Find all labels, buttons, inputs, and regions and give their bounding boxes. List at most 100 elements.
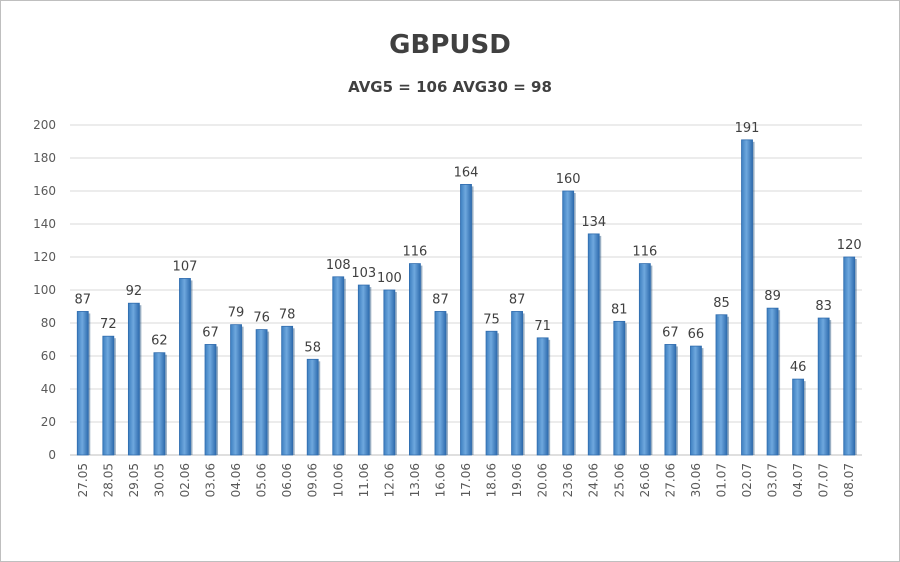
x-tick-label: 20.06 [536, 463, 550, 497]
x-tick-label: 13.06 [408, 463, 422, 497]
x-tick-label: 18.06 [485, 463, 499, 497]
data-label: 87 [75, 292, 92, 307]
x-tick-label: 02.06 [178, 463, 192, 497]
data-label: 76 [253, 311, 270, 326]
bar [613, 320, 626, 456]
x-tick-label: 29.05 [127, 463, 141, 497]
x-tick-label: 06.06 [280, 463, 294, 497]
data-label: 191 [735, 121, 760, 136]
y-tick-label: 60 [41, 349, 56, 363]
x-tick-label: 07.07 [817, 463, 831, 497]
data-label: 134 [581, 215, 606, 230]
data-label: 58 [304, 340, 321, 355]
x-tick-label: 30.06 [689, 463, 703, 497]
bar [460, 183, 472, 456]
data-label: 89 [764, 289, 781, 304]
bar [332, 276, 345, 456]
x-tick-label: 08.07 [842, 463, 856, 497]
bar [306, 358, 319, 456]
x-tick-label: 04.07 [791, 463, 805, 497]
y-tick-label: 100 [33, 283, 56, 297]
data-label: 164 [454, 165, 479, 180]
bar [536, 337, 549, 456]
data-label: 75 [483, 312, 500, 327]
data-label: 79 [228, 306, 245, 321]
chart-subtitle: AVG5 = 106 AVG30 = 98 [348, 78, 552, 96]
x-tick-label: 10.06 [331, 463, 345, 497]
data-label: 85 [713, 296, 730, 311]
bar [664, 344, 677, 456]
data-label: 46 [790, 360, 807, 375]
y-tick-label: 0 [48, 448, 56, 462]
data-label: 83 [815, 299, 832, 314]
data-label: 71 [534, 319, 551, 334]
bar [255, 329, 268, 456]
x-tick-label: 28.05 [101, 463, 115, 497]
bar [409, 263, 421, 456]
bar [485, 330, 498, 456]
x-tick-label: 12.06 [382, 463, 396, 497]
bar [204, 344, 217, 456]
x-tick-label: 17.06 [459, 463, 473, 497]
data-label: 103 [351, 266, 376, 281]
x-tick-label: 11.06 [357, 463, 371, 497]
data-label: 66 [688, 327, 705, 342]
x-tick-label: 09.06 [306, 463, 320, 497]
bar [357, 284, 370, 456]
bar [281, 325, 294, 456]
y-tick-label: 180 [33, 151, 56, 165]
data-label: 62 [151, 334, 168, 349]
bar [562, 190, 575, 456]
data-label: 116 [632, 245, 657, 260]
data-label: 100 [377, 271, 402, 286]
x-tick-label: 24.06 [587, 463, 601, 497]
bar [511, 311, 523, 456]
x-tick-label: 05.06 [255, 463, 269, 497]
y-tick-label: 160 [33, 184, 56, 198]
y-tick-label: 40 [41, 382, 56, 396]
data-label: 116 [402, 245, 427, 260]
bar [843, 256, 856, 456]
data-label: 72 [100, 317, 117, 332]
bar [76, 311, 89, 456]
y-tick-label: 120 [33, 250, 56, 264]
data-label: 107 [173, 259, 198, 274]
bar [127, 302, 140, 456]
x-tick-label: 19.06 [510, 463, 524, 497]
data-label: 160 [556, 172, 581, 187]
data-label: 108 [326, 258, 351, 273]
y-tick-label: 140 [33, 217, 56, 231]
bar [179, 278, 191, 456]
x-tick-label: 23.06 [561, 463, 575, 497]
bar [230, 324, 242, 456]
x-tick-label: 16.06 [433, 463, 447, 497]
data-label: 87 [509, 292, 526, 307]
bar [741, 139, 753, 456]
bar [817, 317, 830, 456]
bar [792, 378, 805, 456]
data-label: 81 [611, 302, 628, 317]
y-tick-label: 20 [41, 415, 56, 429]
bar [690, 345, 702, 456]
x-tick-label: 03.06 [204, 463, 218, 497]
bar [102, 335, 115, 456]
bar [383, 289, 396, 456]
data-label: 92 [126, 284, 143, 299]
chart-title: GBPUSD [389, 30, 511, 60]
bar [153, 352, 166, 456]
data-label: 78 [279, 307, 296, 322]
x-tick-label: 27.06 [663, 463, 677, 497]
x-tick-label: 01.07 [714, 463, 728, 497]
bar [638, 263, 651, 456]
bar [715, 314, 728, 456]
data-label: 87 [432, 292, 449, 307]
bar [434, 311, 447, 456]
data-label: 67 [662, 325, 679, 340]
x-tick-label: 26.06 [638, 463, 652, 497]
y-tick-label: 200 [33, 118, 56, 132]
x-tick-label: 04.06 [229, 463, 243, 497]
x-tick-label: 25.06 [612, 463, 626, 497]
data-label: 120 [837, 238, 862, 253]
data-label: 67 [202, 325, 219, 340]
